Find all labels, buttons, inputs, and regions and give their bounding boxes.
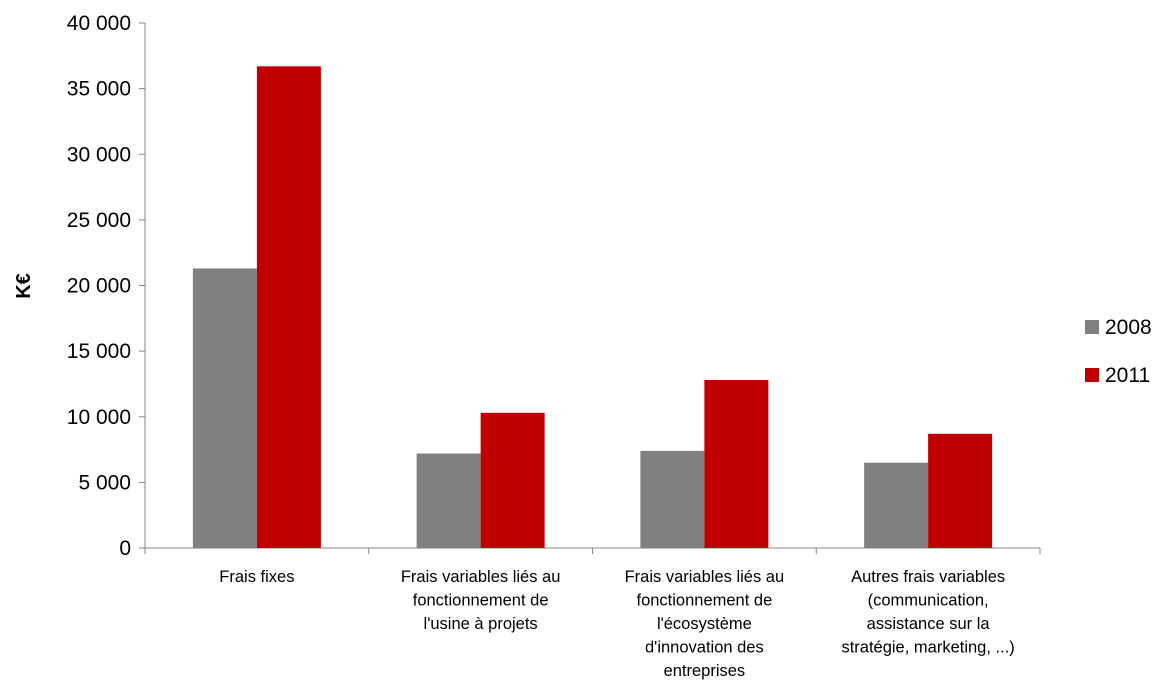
bar-2008 bbox=[416, 453, 481, 548]
legend-swatch bbox=[1085, 368, 1099, 382]
bar-2011 bbox=[480, 412, 545, 548]
legend: 2008 2011 bbox=[1085, 316, 1152, 387]
y-tick-label: 0 bbox=[119, 537, 131, 560]
category-label: Frais fixes bbox=[219, 568, 294, 586]
y-tick-label: 5 000 bbox=[78, 471, 131, 494]
legend-label: 2011 bbox=[1105, 364, 1150, 387]
chart-bars bbox=[192, 66, 993, 548]
y-tick-label: 20 000 bbox=[67, 275, 131, 298]
legend-swatch bbox=[1085, 320, 1099, 334]
category-label: Frais variables liés au fonctionnement de… bbox=[625, 568, 785, 680]
bar-2011 bbox=[704, 380, 769, 548]
y-tick-label: 40 000 bbox=[67, 12, 131, 35]
category-label: Autres frais variables (communication, ass… bbox=[841, 568, 1014, 657]
y-axis-title: K€ bbox=[13, 273, 35, 299]
y-tick-labels: 0 5 000 10 000 15 000 20 000 25 000 30 000 35 0… bbox=[67, 12, 131, 560]
y-tick-label: 10 000 bbox=[67, 406, 131, 429]
bar-2008 bbox=[640, 450, 705, 548]
bar-2011 bbox=[928, 433, 993, 548]
bar-2008 bbox=[192, 268, 257, 548]
y-tick-label: 35 000 bbox=[67, 78, 131, 101]
bar-2008 bbox=[864, 462, 929, 548]
legend-label: 2008 bbox=[1105, 316, 1152, 339]
y-tick-label: 25 000 bbox=[67, 209, 131, 232]
category-label: Frais variables liés au fonctionnement de… bbox=[401, 568, 561, 633]
bar-2011 bbox=[256, 66, 321, 548]
y-tick-label: 15 000 bbox=[67, 340, 131, 363]
category-labels: Frais fixes Frais variables liés au foncti… bbox=[219, 568, 1015, 680]
y-tick-label: 30 000 bbox=[67, 143, 131, 166]
